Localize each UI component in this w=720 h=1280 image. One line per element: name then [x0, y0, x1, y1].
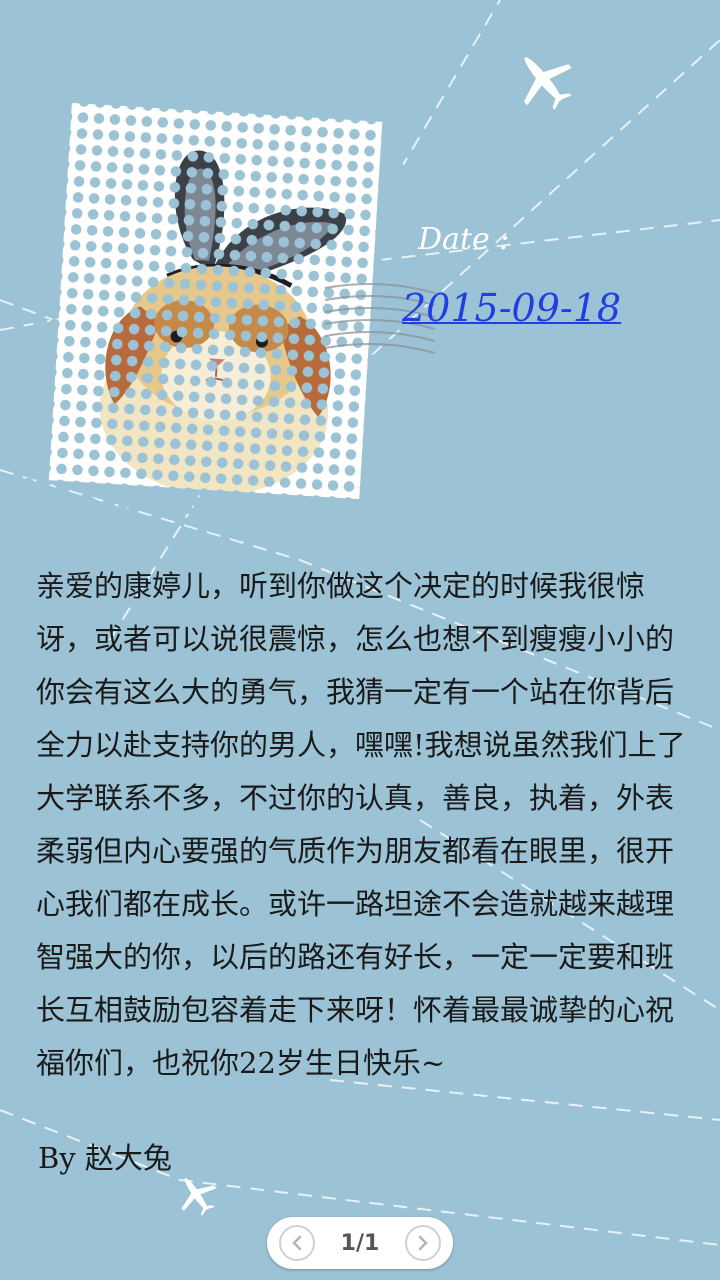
- page-navigator: 1/1: [267, 1217, 453, 1269]
- airplane-icon: [181, 1178, 217, 1216]
- page-indicator: 1/1: [340, 1230, 380, 1256]
- date-label: Date :: [418, 222, 510, 257]
- letter-body: 亲爱的康婷儿，听到你做这个决定的时候我很惊讶，或者可以说很震惊，怎么也想不到瘦瘦…: [36, 569, 686, 1080]
- chevron-right-icon: [418, 1235, 428, 1251]
- prev-page-button[interactable]: [279, 1225, 315, 1261]
- postmark-lines: [324, 283, 436, 354]
- letter-signature: By 赵大兔: [38, 1141, 172, 1175]
- chevron-left-icon: [292, 1235, 302, 1251]
- date-value-link[interactable]: 2015-09-18: [402, 286, 622, 330]
- stamp-photo: [19, 75, 412, 529]
- next-page-button[interactable]: [405, 1225, 441, 1261]
- airplane-icon: [523, 57, 572, 110]
